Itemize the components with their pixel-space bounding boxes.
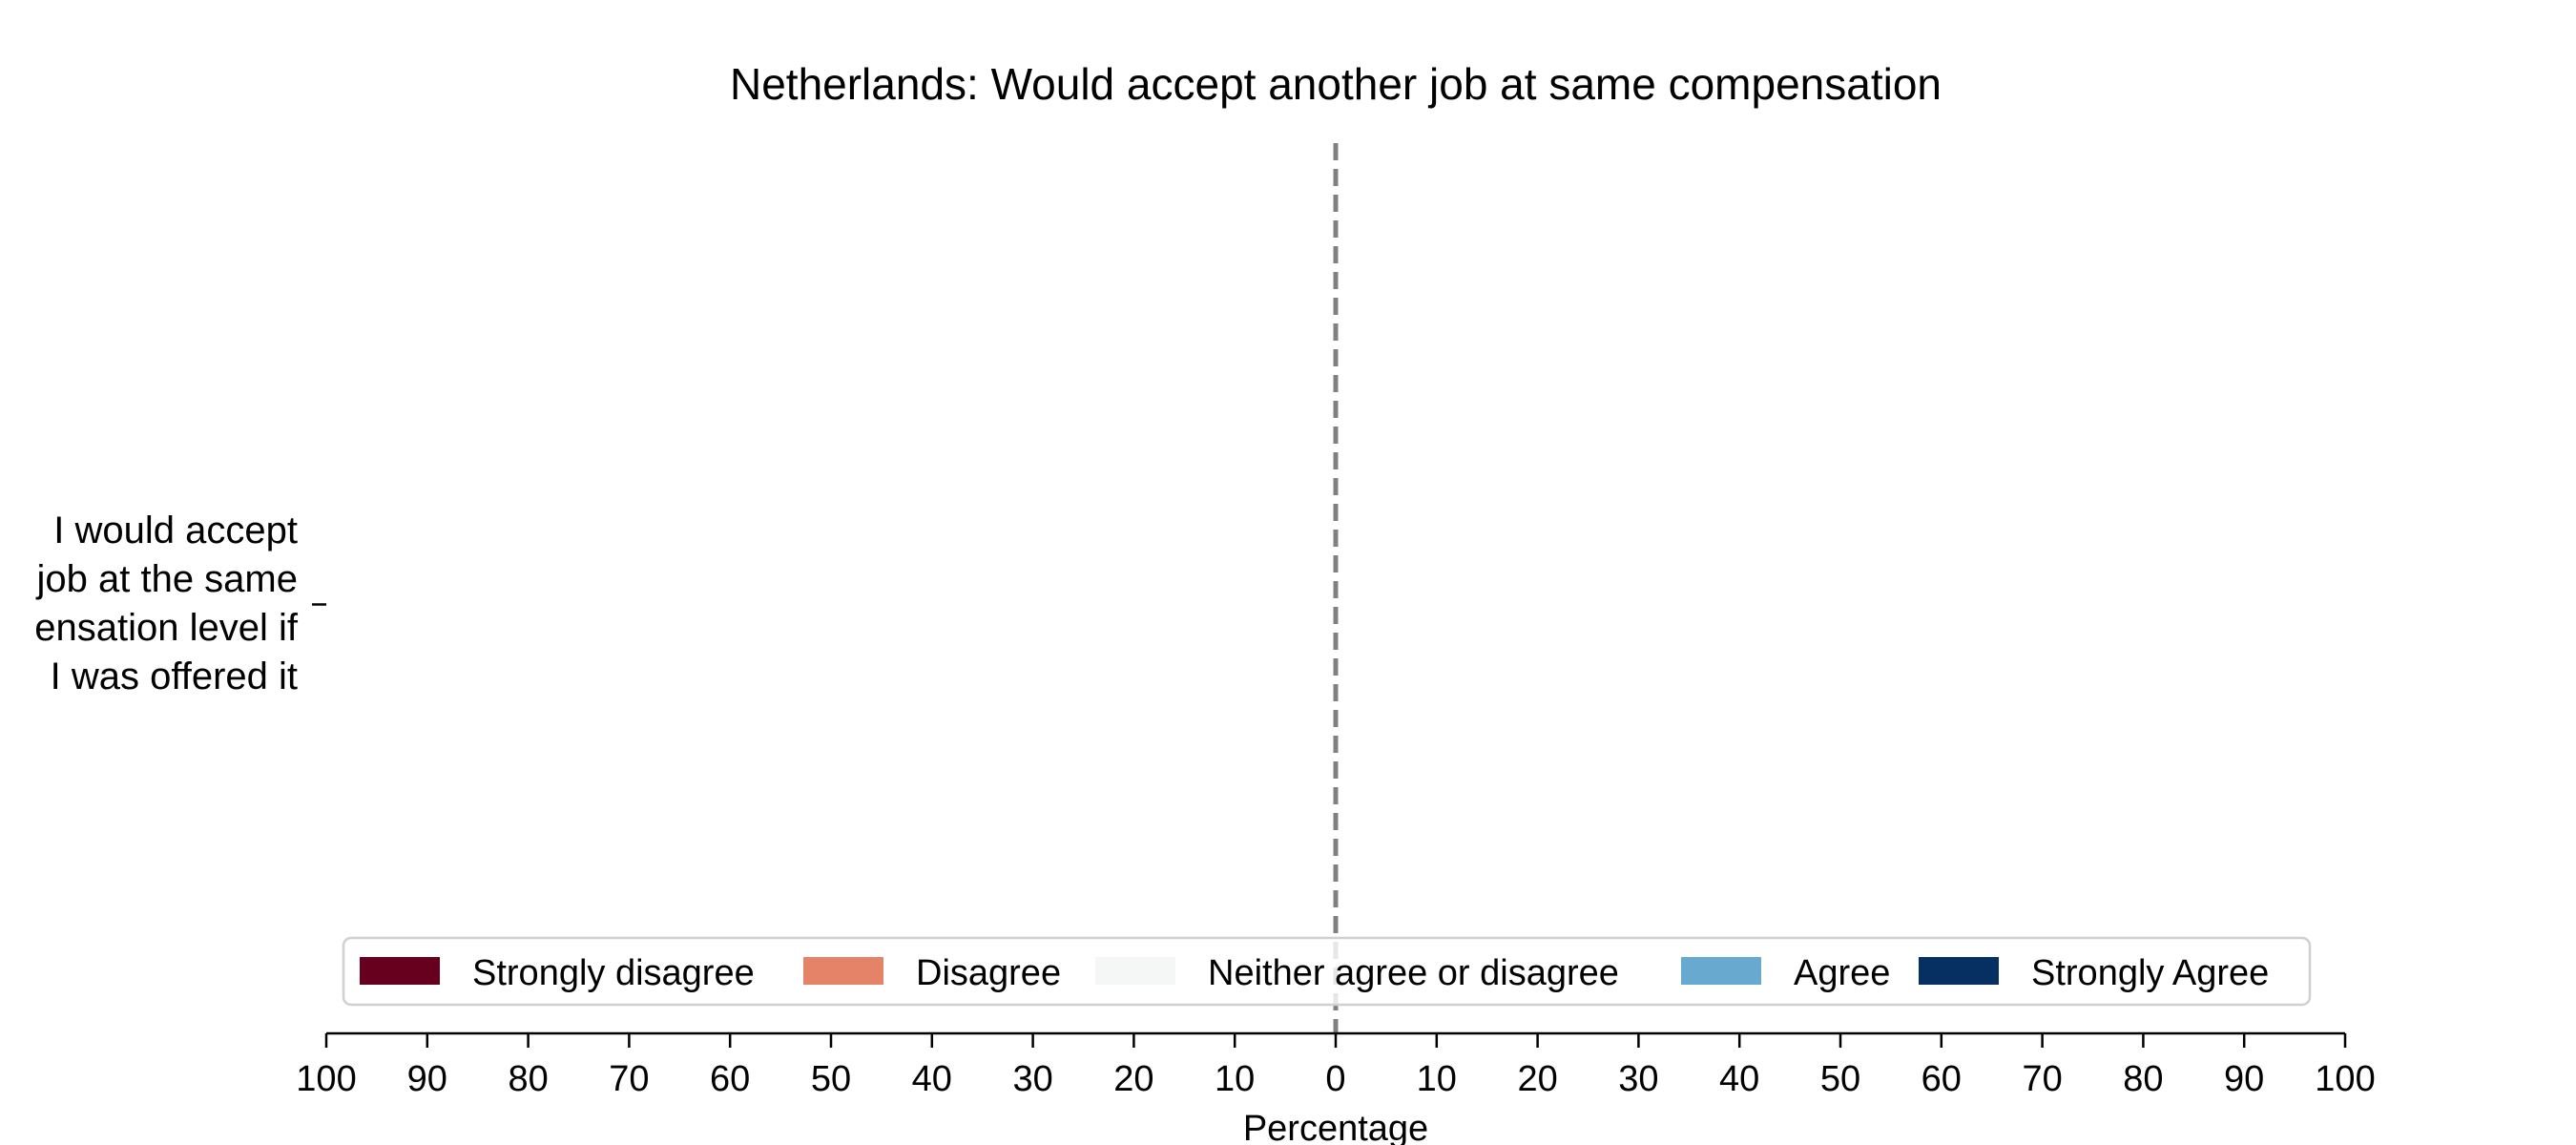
- x-tick-label: 20: [1113, 1059, 1153, 1099]
- x-axis-label: Percentage: [1243, 1109, 1428, 1145]
- x-tick-label: 30: [1012, 1059, 1052, 1099]
- legend-label: Disagree: [916, 953, 1061, 993]
- legend-frame: [342, 936, 2312, 1007]
- x-tick-label: 50: [1820, 1059, 1860, 1099]
- x-tick-label: 40: [912, 1059, 952, 1099]
- x-tick-label: 60: [1922, 1059, 1962, 1099]
- chart-title: Netherlands: Would accept another job at…: [730, 59, 1942, 109]
- x-tick-label: 0: [1325, 1059, 1345, 1099]
- legend-swatch: [1095, 957, 1175, 985]
- x-tick-label: 70: [609, 1059, 649, 1099]
- x-tick-label: 30: [1618, 1059, 1658, 1099]
- legend-swatch: [360, 957, 440, 985]
- legend-label: Agree: [1794, 953, 1890, 993]
- legend-swatch: [803, 957, 883, 985]
- x-tick-label: 100: [2315, 1059, 2375, 1099]
- x-tick-label: 50: [811, 1059, 851, 1099]
- x-tick-label: 90: [2224, 1059, 2264, 1099]
- legend-label: Neither agree or disagree: [1208, 953, 1619, 993]
- x-tick-label: 70: [2022, 1059, 2062, 1099]
- category-label: I would accept job at the same ensation le…: [34, 510, 299, 697]
- legend-label: Strongly Agree: [2031, 953, 2269, 993]
- x-tick-label: 100: [296, 1059, 356, 1099]
- category-label-line: I was offered it: [51, 656, 298, 697]
- x-tick-label: 60: [710, 1059, 750, 1099]
- legend-label: Strongly disagree: [472, 953, 755, 993]
- category-labels: I would accept job at the same ensation le…: [34, 510, 299, 697]
- x-axis-ticks: 100 90 80 70 60 50 40 30 20 10 0 10 20 30 40 50 60 70 80 90…: [296, 1033, 2376, 1099]
- category-label-line: job at the same: [36, 558, 299, 600]
- category-label-line: I would accept: [53, 510, 298, 552]
- x-tick-label: 10: [1417, 1059, 1457, 1099]
- legend-swatch: [1681, 957, 1761, 985]
- x-tick-label: 10: [1215, 1059, 1255, 1099]
- legend-swatch: [1919, 957, 1999, 985]
- x-tick-label: 90: [407, 1059, 447, 1099]
- x-tick-label: 40: [1719, 1059, 1759, 1099]
- legend: Strongly disagree Disagree Neither agree o…: [342, 936, 2312, 1007]
- x-tick-label: 80: [508, 1059, 548, 1099]
- x-tick-label: 20: [1517, 1059, 1557, 1099]
- category-label-line: ensation level if: [34, 607, 299, 649]
- x-tick-label: 80: [2123, 1059, 2163, 1099]
